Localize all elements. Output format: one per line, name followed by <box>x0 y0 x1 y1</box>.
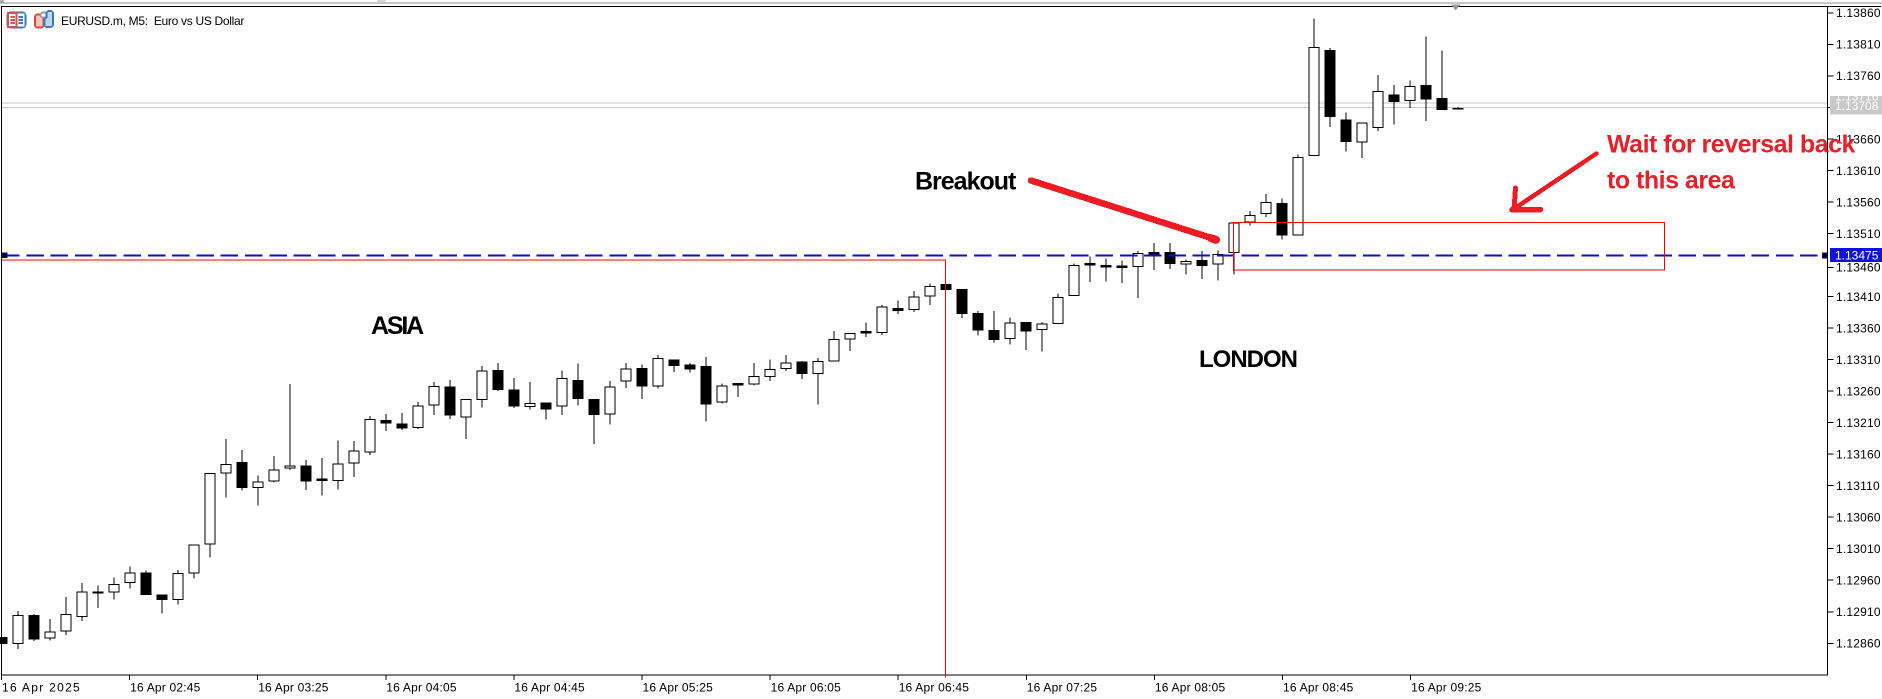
svg-text:1.13110: 1.13110 <box>1836 479 1880 493</box>
svg-text:ASIA: ASIA <box>371 312 424 340</box>
svg-text:1.13660: 1.13660 <box>1836 132 1881 146</box>
svg-text:1.13708: 1.13708 <box>1835 99 1879 113</box>
svg-text:1.13760: 1.13760 <box>1836 69 1881 83</box>
svg-text:16 Apr 02:45: 16 Apr 02:45 <box>130 681 201 695</box>
svg-text:16 Apr 2025: 16 Apr 2025 <box>2 681 81 695</box>
svg-text:16 Apr 08:45: 16 Apr 08:45 <box>1283 681 1354 695</box>
svg-text:1.13310: 1.13310 <box>1836 353 1881 367</box>
svg-text:1.13475: 1.13475 <box>1835 249 1879 263</box>
svg-text:LONDON: LONDON <box>1199 346 1297 373</box>
svg-text:1.13360: 1.13360 <box>1836 321 1881 335</box>
svg-text:1.13010: 1.13010 <box>1836 542 1881 556</box>
svg-text:16 Apr 06:05: 16 Apr 06:05 <box>771 681 842 695</box>
svg-text:Wait for reversal back: Wait for reversal back <box>1607 131 1856 159</box>
svg-text:16 Apr 04:05: 16 Apr 04:05 <box>386 681 457 695</box>
svg-text:Breakout: Breakout <box>915 168 1017 196</box>
svg-text:1.13410: 1.13410 <box>1836 290 1881 304</box>
svg-text:16 Apr 06:45: 16 Apr 06:45 <box>899 681 970 695</box>
svg-text:1.13716: 1.13716 <box>1835 90 1879 104</box>
svg-text:1.13860: 1.13860 <box>1836 6 1881 20</box>
svg-text:1.13060: 1.13060 <box>1836 511 1881 525</box>
svg-text:16 Apr 05:25: 16 Apr 05:25 <box>643 681 714 695</box>
svg-text:16 Apr 08:05: 16 Apr 08:05 <box>1155 681 1226 695</box>
svg-text:1.13260: 1.13260 <box>1836 385 1881 399</box>
svg-text:EURUSD.m, M5: Euro vs US Doll: EURUSD.m, M5: Euro vs US Dollar <box>61 14 244 28</box>
svg-text:1.13510: 1.13510 <box>1836 227 1881 241</box>
svg-text:1.12960: 1.12960 <box>1836 574 1881 588</box>
svg-text:1.13560: 1.13560 <box>1836 195 1881 209</box>
svg-text:1.13210: 1.13210 <box>1836 416 1881 430</box>
svg-text:1.13460: 1.13460 <box>1836 261 1881 275</box>
svg-text:16 Apr 04:45: 16 Apr 04:45 <box>514 681 585 695</box>
svg-text:1.13810: 1.13810 <box>1836 38 1881 52</box>
svg-text:1.12910: 1.12910 <box>1836 605 1881 619</box>
svg-text:16 Apr 09:25: 16 Apr 09:25 <box>1411 681 1482 695</box>
svg-text:to this area: to this area <box>1607 167 1736 195</box>
svg-text:16 Apr 03:25: 16 Apr 03:25 <box>258 681 329 695</box>
svg-text:16 Apr 07:25: 16 Apr 07:25 <box>1027 681 1098 695</box>
svg-text:1.13160: 1.13160 <box>1836 448 1881 462</box>
svg-text:1.12860: 1.12860 <box>1836 637 1881 651</box>
svg-text:1.13610: 1.13610 <box>1836 164 1881 178</box>
